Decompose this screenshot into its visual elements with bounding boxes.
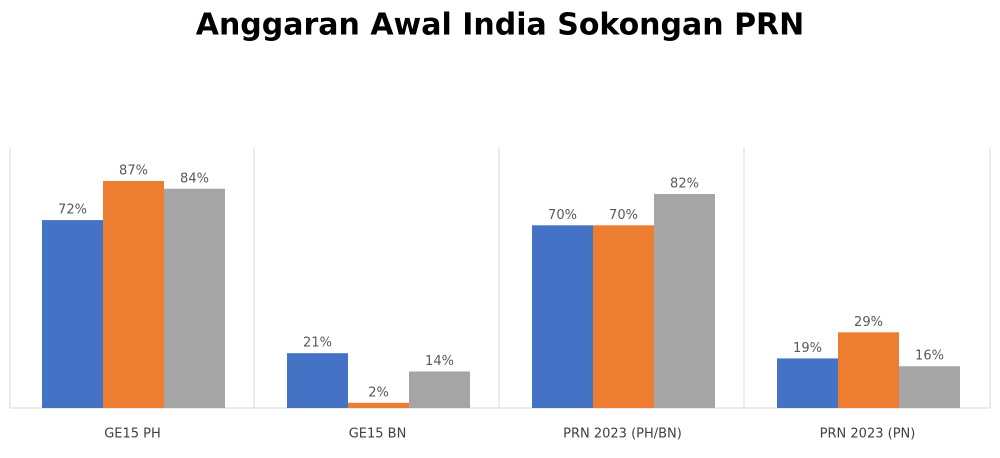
bar	[899, 366, 960, 408]
value-label: 70%	[548, 208, 577, 223]
x-tick-label: GE15 BN	[349, 427, 407, 442]
chart-title: Anggaran Awal India Sokongan PRN	[196, 8, 805, 43]
bar	[287, 353, 348, 408]
bar	[777, 358, 838, 408]
value-label: 2%	[368, 385, 389, 400]
value-label: 19%	[793, 341, 822, 356]
bar	[838, 332, 899, 408]
x-tick-label: PRN 2023 (PH/BN)	[563, 427, 682, 442]
bar	[532, 225, 593, 408]
value-label: 21%	[303, 336, 332, 351]
value-label: 72%	[58, 203, 87, 218]
value-label: 87%	[119, 163, 148, 178]
bar	[103, 180, 164, 408]
x-tick-label: PRN 2023 (PN)	[820, 427, 916, 442]
bar	[409, 371, 470, 408]
value-label: 82%	[670, 176, 699, 191]
bar	[348, 402, 409, 408]
bar	[164, 188, 225, 408]
bar	[593, 225, 654, 408]
value-label: 14%	[425, 354, 454, 369]
value-label: 29%	[854, 315, 883, 330]
value-label: 70%	[609, 208, 638, 223]
value-label: 84%	[180, 171, 209, 186]
bar	[42, 220, 103, 408]
bar	[654, 193, 715, 408]
x-tick-label: GE15 PH	[104, 427, 161, 442]
value-label: 16%	[915, 349, 944, 364]
